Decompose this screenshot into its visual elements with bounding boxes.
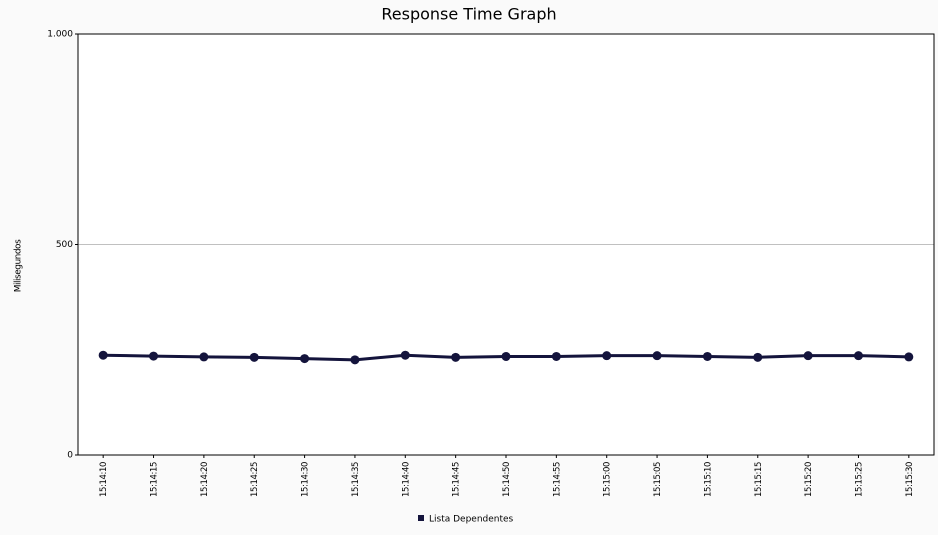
x-tick-label: 15:14:50 bbox=[502, 462, 512, 497]
data-point bbox=[904, 352, 914, 362]
x-tick-label: 15:14:55 bbox=[552, 462, 562, 497]
x-tick-label: 15:15:30 bbox=[905, 462, 915, 497]
x-tick-label: 15:15:20 bbox=[804, 462, 814, 497]
data-point bbox=[602, 351, 612, 361]
data-point bbox=[551, 351, 561, 361]
x-tick-label: 15:14:25 bbox=[250, 462, 260, 497]
chart-title: Response Time Graph bbox=[381, 5, 556, 24]
x-tick-label: 15:14:10 bbox=[99, 462, 109, 497]
legend-swatch bbox=[418, 515, 424, 521]
x-tick-label: 15:14:45 bbox=[452, 462, 462, 497]
data-point bbox=[753, 352, 763, 362]
data-point bbox=[702, 351, 712, 361]
data-point bbox=[149, 351, 159, 361]
y-tick-label: 0 bbox=[67, 451, 73, 461]
data-point bbox=[300, 354, 310, 364]
x-tick-label: 15:14:30 bbox=[301, 462, 311, 497]
x-tick-label: 15:15:25 bbox=[854, 462, 864, 497]
x-tick-label: 15:14:15 bbox=[150, 462, 160, 497]
x-tick-label: 15:15:10 bbox=[703, 462, 713, 497]
x-tick-label: 15:15:15 bbox=[754, 462, 764, 497]
x-tick-label: 15:14:20 bbox=[200, 462, 210, 497]
data-point bbox=[853, 351, 863, 361]
data-point bbox=[98, 350, 108, 360]
x-tick-label: 15:14:35 bbox=[351, 462, 361, 497]
data-point bbox=[803, 351, 813, 361]
y-tick-label: 1.000 bbox=[47, 30, 73, 40]
data-point bbox=[400, 350, 410, 360]
x-tick-label: 15:14:40 bbox=[401, 462, 411, 497]
data-point bbox=[451, 352, 461, 362]
legend-label: Lista Dependentes bbox=[429, 515, 514, 525]
y-axis-label: Milisegundos bbox=[14, 239, 24, 292]
data-point bbox=[249, 352, 259, 362]
x-tick-label: 15:15:05 bbox=[653, 462, 663, 497]
y-tick-label: 500 bbox=[56, 240, 73, 250]
data-point bbox=[501, 351, 511, 361]
data-point bbox=[652, 351, 662, 361]
x-tick-label: 15:15:00 bbox=[603, 462, 613, 497]
data-point bbox=[350, 355, 360, 365]
data-point bbox=[199, 352, 209, 362]
